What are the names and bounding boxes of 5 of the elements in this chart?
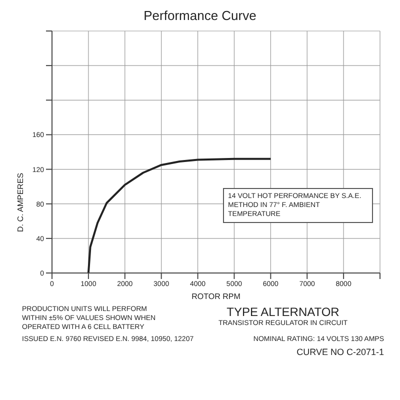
text: CURVE NO C-2071-1 [296, 346, 385, 357]
y-axis-title: D. C. AMPERES [16, 172, 25, 232]
text: TYPE ALTERNATOR [226, 305, 340, 319]
x-axis-title: ROTOR RPM [192, 292, 241, 301]
chart-title: Performance Curve [142, 8, 258, 23]
